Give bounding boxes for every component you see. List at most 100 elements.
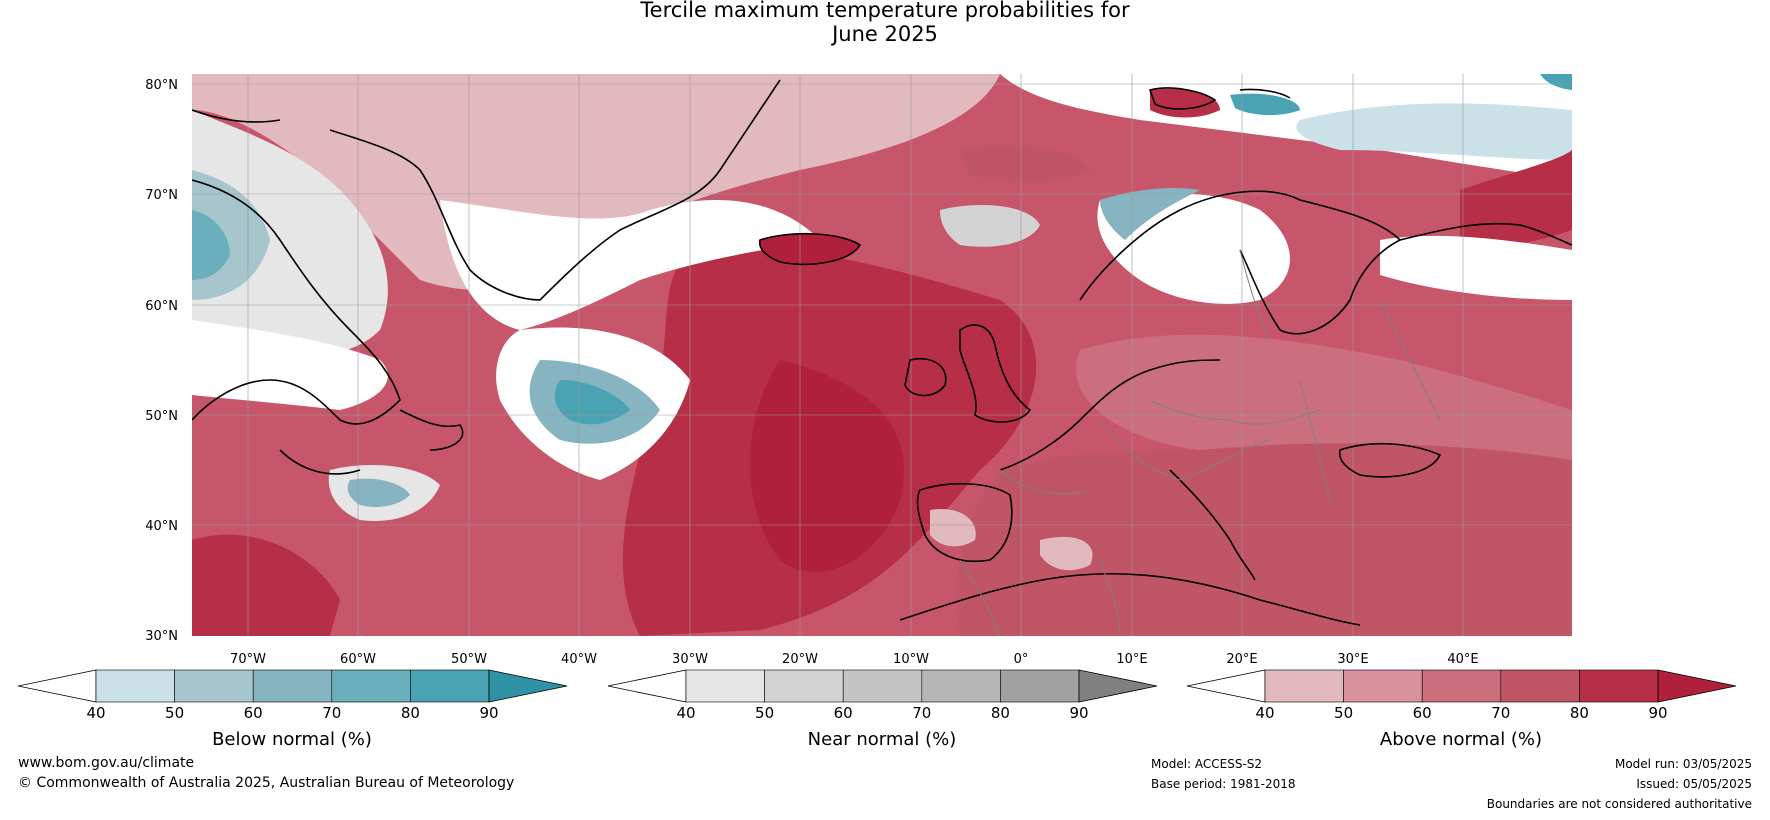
field-below-norway (1100, 188, 1200, 240)
above-tick-label: 70 (1491, 704, 1510, 722)
lat-label: 30°N (145, 629, 178, 644)
lon-label: 50°W (451, 652, 487, 667)
below-color-segment (95, 669, 175, 703)
below-tick-label: 50 (165, 704, 184, 722)
lon-label: 40°W (561, 652, 597, 667)
lon-label: 10°W (893, 652, 929, 667)
lat-label: 70°N (145, 188, 178, 203)
legend-above-normal: 40 50 60 70 80 90 (1186, 669, 1737, 722)
near-tick-label: 70 (912, 704, 931, 722)
legend-below-normal: 40 50 60 70 80 90 (17, 669, 568, 722)
field-below-nova-scotia (347, 478, 410, 507)
footer-model: Model: ACCESS-S2 (1151, 757, 1263, 771)
above-extend-low (1186, 669, 1266, 703)
lon-label: 10°E (1116, 652, 1147, 667)
title-line-2: June 2025 (832, 22, 938, 46)
field-below-ne-corner (1540, 74, 1572, 90)
legend-below-title: Below normal (%) (212, 729, 372, 750)
above-tick-label: 80 (1570, 704, 1589, 722)
above-tick-label: 90 (1648, 704, 1667, 722)
field-above-iceland (759, 233, 860, 265)
near-color-segment (842, 669, 923, 703)
title-line-1: Tercile maximum temperature probabilitie… (640, 0, 1130, 22)
below-color-segment (410, 669, 490, 703)
legend-near-title: Near normal (%) (808, 729, 957, 750)
below-color-segment (174, 669, 254, 703)
above-color-segment (1343, 669, 1423, 703)
field-white-russia (1380, 235, 1572, 300)
near-color-segment (1000, 669, 1080, 703)
legend-near-normal: 40 50 60 70 80 90 (607, 669, 1158, 722)
coastlines (192, 79, 1572, 626)
below-tick-label: 40 (86, 704, 105, 722)
field-white-greenland (440, 200, 820, 330)
footer-base-period: Base period: 1981-2018 (1151, 777, 1296, 791)
field-below-svalbard (1230, 93, 1300, 116)
above-tick-label: 50 (1334, 704, 1353, 722)
above-tick-label: 60 (1413, 704, 1432, 722)
field-above-90 (750, 360, 904, 572)
lat-label: 50°N (145, 409, 178, 424)
footer-copyright: © Commonwealth of Australia 2025, Austra… (18, 775, 515, 791)
below-tick-label: 80 (401, 704, 420, 722)
lon-label: 40°E (1447, 652, 1478, 667)
field-below-core (554, 380, 630, 425)
lon-label: 30°E (1337, 652, 1368, 667)
chart-title: Tercile maximum temperature probabilitie… (0, 0, 1770, 46)
field-above-40-greenland (192, 74, 1000, 290)
map-field (192, 74, 1572, 636)
field-white-quebec (192, 320, 388, 410)
field-below-barents (1296, 103, 1572, 160)
above-extend-high (1657, 669, 1737, 703)
above-color-segment (1500, 669, 1580, 703)
lon-label: 20°W (782, 652, 818, 667)
below-extend-high (488, 669, 568, 703)
near-color-segment (921, 669, 1001, 703)
lon-label: 70°W (230, 652, 266, 667)
near-color-segment (764, 669, 844, 703)
near-tick-label: 50 (755, 704, 774, 722)
above-color-segment (1264, 669, 1344, 703)
below-color-segment (252, 669, 333, 703)
lat-label: 60°N (145, 299, 178, 314)
footer-url: www.bom.gov.au/climate (18, 755, 195, 771)
below-color-segment (331, 669, 411, 703)
legend-titles: Below normal (%) Near normal (%) Above n… (212, 729, 1542, 750)
near-tick-label: 80 (991, 704, 1010, 722)
lat-label: 40°N (145, 519, 178, 534)
graticule (192, 74, 1572, 636)
lon-label: 20°E (1226, 652, 1257, 667)
footer-model-run: Model run: 03/05/2025 (1614, 757, 1752, 771)
footer-disclaimer: Boundaries are not considered authoritat… (1486, 797, 1752, 811)
field-above-europe (956, 429, 1572, 636)
above-color-segment (1421, 669, 1502, 703)
field-above-kola (1460, 150, 1572, 246)
lon-label: 30°W (672, 652, 708, 667)
near-tick-label: 60 (834, 704, 853, 722)
below-tick-label: 60 (244, 704, 263, 722)
near-extend-low (607, 669, 687, 703)
near-color-segment (685, 669, 765, 703)
field-above-franz-josef (1150, 88, 1220, 118)
lon-labels: 70°W 60°W 50°W 40°W 30°W 20°W 10°W 0° 10… (230, 652, 1479, 667)
field-above-norwegian-sea (960, 146, 1090, 182)
field-above-40-iberia (930, 509, 976, 547)
below-extend-low (17, 669, 97, 703)
lat-label: 80°N (145, 78, 178, 93)
field-near-faroe (940, 205, 1040, 247)
below-tick-label: 90 (479, 704, 498, 722)
field-above-sw (192, 534, 340, 636)
field-above-40-algeria (1040, 536, 1093, 571)
legend-above-title: Above normal (%) (1380, 729, 1542, 750)
near-extend-high (1078, 669, 1158, 703)
above-tick-label: 40 (1255, 704, 1274, 722)
field-above-central-eu (1076, 334, 1572, 460)
lon-label: 60°W (340, 652, 376, 667)
near-tick-label: 90 (1069, 704, 1088, 722)
lat-labels: 80°N 70°N 60°N 50°N 40°N 30°N (145, 78, 178, 644)
lon-label: 0° (1014, 652, 1029, 667)
field-white-arctic (1000, 74, 1572, 180)
field-near-baffin (192, 110, 388, 356)
